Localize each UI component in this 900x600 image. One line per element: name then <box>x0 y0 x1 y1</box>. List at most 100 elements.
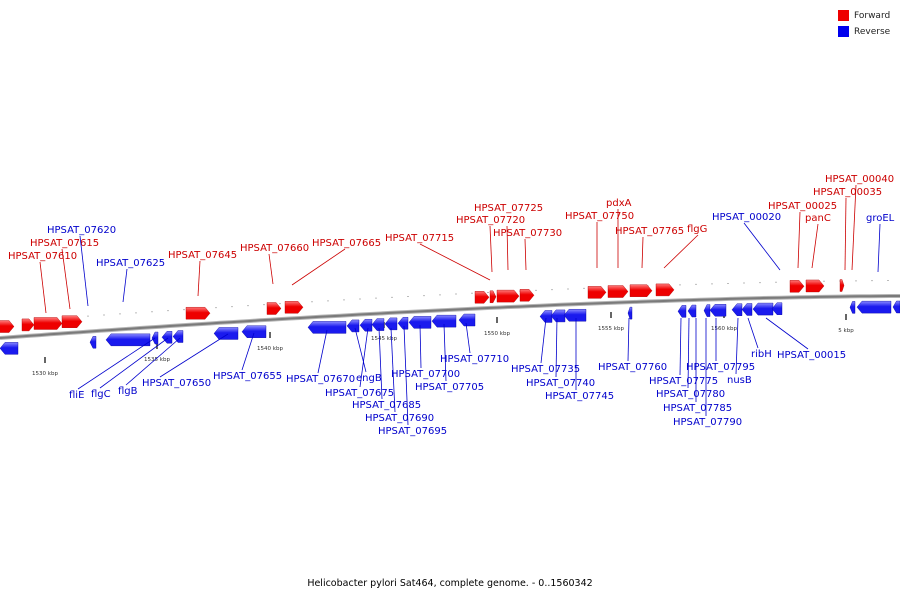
reverse-gene-label[interactable]: HPSAT_07710 <box>440 354 509 365</box>
reverse-gene-arrow[interactable] <box>731 303 743 316</box>
reverse-gene-label[interactable]: nusB <box>727 375 752 386</box>
forward-gene-arrow[interactable] <box>21 318 35 332</box>
reverse-gene-arrow[interactable] <box>687 304 697 318</box>
reverse-gene-arrow[interactable] <box>627 306 633 320</box>
reverse-gene-leader <box>465 322 471 354</box>
forward-gene-label[interactable]: HPSAT_00040 <box>825 174 894 185</box>
forward-gene-arrow[interactable] <box>519 289 535 302</box>
reverse-gene-label[interactable]: HPSAT_07745 <box>545 391 614 402</box>
reverse-gene-arrow[interactable] <box>384 317 398 331</box>
forward-gene-arrow[interactable] <box>496 289 520 303</box>
reverse-gene-label[interactable]: flgC <box>91 389 111 400</box>
reverse-gene-arrow[interactable] <box>359 319 373 332</box>
reverse-gene-arrow[interactable] <box>0 342 19 355</box>
forward-gene-label[interactable]: HPSAT_07730 <box>493 228 562 239</box>
reverse-gene-arrow[interactable] <box>703 304 711 317</box>
forward-gene-label[interactable]: panC <box>805 213 831 224</box>
forward-gene-label[interactable]: HPSAT_07720 <box>456 215 525 226</box>
reverse-gene-arrow[interactable] <box>408 316 432 329</box>
reverse-gene-label[interactable]: fliE <box>69 390 84 401</box>
reverse-gene-label[interactable]: ribH <box>751 349 772 360</box>
forward-gene-arrow[interactable] <box>474 291 490 304</box>
reverse-gene-label[interactable]: HPSAT_00015 <box>777 350 846 361</box>
reverse-gene-label[interactable]: HPSAT_07790 <box>673 417 742 428</box>
legend-item-forward[interactable]: Forward <box>838 8 900 23</box>
reverse-gene-label[interactable]: HPSAT_07795 <box>686 362 755 373</box>
reverse-gene-label[interactable]: HPSAT_07735 <box>511 364 580 375</box>
forward-gene-arrow[interactable] <box>607 285 629 298</box>
reverse-gene-arrow[interactable] <box>213 327 239 340</box>
reverse-gene-label[interactable]: HPSAT_07650 <box>142 378 211 389</box>
reverse-gene-arrow[interactable] <box>397 317 409 330</box>
forward-gene-arrow[interactable] <box>284 301 304 314</box>
reverse-gene-arrow[interactable] <box>563 309 587 322</box>
reverse-gene-label[interactable]: HPSAT_07760 <box>598 362 667 373</box>
reverse-gene-arrow[interactable] <box>371 318 385 331</box>
reverse-gene-arrow[interactable] <box>458 313 476 327</box>
forward-gene-label[interactable]: HPSAT_00025 <box>768 201 837 212</box>
forward-gene-label[interactable]: flgG <box>687 224 707 235</box>
reverse-gene-arrow[interactable] <box>849 301 856 314</box>
reverse-gene-label[interactable]: HPSAT_00020 <box>712 212 781 223</box>
forward-gene-label[interactable]: HPSAT_00035 <box>813 187 882 198</box>
forward-gene-arrow[interactable] <box>789 280 805 293</box>
forward-gene-arrow[interactable] <box>629 284 653 297</box>
reverse-gene-label[interactable]: HPSAT_07685 <box>352 400 421 411</box>
reverse-gene-label[interactable]: HPSAT_07705 <box>415 382 484 393</box>
forward-gene-arrow[interactable] <box>805 279 825 293</box>
reverse-gene-label[interactable]: HPSAT_07740 <box>526 378 595 389</box>
forward-gene-label[interactable]: HPSAT_07765 <box>615 226 684 237</box>
forward-gene-label[interactable]: HPSAT_07750 <box>565 211 634 222</box>
forward-gene-arrow[interactable] <box>489 290 497 303</box>
reverse-gene-label[interactable]: groEL <box>866 213 895 224</box>
reverse-gene-label[interactable]: HPSAT_07700 <box>391 369 460 380</box>
reverse-gene-label[interactable]: HPSAT_07620 <box>47 225 116 236</box>
reverse-gene-arrow[interactable] <box>307 321 347 334</box>
reverse-gene-arrow[interactable] <box>709 304 727 317</box>
forward-gene-arrow[interactable] <box>33 317 63 330</box>
reverse-gene-label[interactable]: HPSAT_07690 <box>365 413 434 424</box>
forward-gene-label[interactable]: HPSAT_07725 <box>474 203 543 214</box>
forward-gene-arrow[interactable] <box>266 302 282 315</box>
reverse-gene-arrow[interactable] <box>539 310 553 323</box>
reverse-gene-arrow[interactable] <box>752 302 774 316</box>
reverse-gene-label[interactable]: HPSAT_07780 <box>656 389 725 400</box>
reverse-gene-leader <box>403 325 409 426</box>
reverse-gene-label[interactable]: HPSAT_07675 <box>325 388 394 399</box>
reverse-gene-arrow[interactable] <box>892 300 900 314</box>
reverse-gene-label[interactable]: HPSAT_07695 <box>378 426 447 437</box>
reverse-gene-leader <box>679 317 682 376</box>
reverse-gene-arrow[interactable] <box>172 330 184 343</box>
forward-gene-label[interactable]: pdxA <box>606 198 632 209</box>
reverse-gene-label[interactable]: HPSAT_07670 <box>286 374 355 385</box>
forward-gene-arrow[interactable] <box>839 279 845 292</box>
reverse-gene-arrow[interactable] <box>241 325 267 338</box>
reverse-gene-arrow[interactable] <box>89 336 97 349</box>
reverse-gene-arrow[interactable] <box>741 303 753 316</box>
forward-gene-label[interactable]: HPSAT_07715 <box>385 233 454 244</box>
forward-gene-arrow[interactable] <box>0 320 15 333</box>
reverse-gene-arrow[interactable] <box>346 319 360 333</box>
reverse-gene-arrow[interactable] <box>105 333 151 347</box>
forward-gene-label[interactable]: HPSAT_07610 <box>8 251 77 262</box>
reverse-gene-arrow[interactable] <box>771 302 783 315</box>
reverse-gene-arrow[interactable] <box>550 309 566 323</box>
forward-gene-arrow[interactable] <box>61 315 83 328</box>
reverse-gene-label[interactable]: HPSAT_07785 <box>663 403 732 414</box>
reverse-gene-label[interactable]: flgB <box>118 386 138 397</box>
reverse-gene-arrow[interactable] <box>431 314 457 328</box>
reverse-gene-label[interactable]: HPSAT_07655 <box>213 371 282 382</box>
forward-gene-arrow[interactable] <box>185 307 211 320</box>
reverse-gene-arrow[interactable] <box>856 300 892 314</box>
legend-item-reverse[interactable]: Reverse <box>838 24 900 39</box>
forward-gene-label[interactable]: HPSAT_07645 <box>168 250 237 261</box>
reverse-gene-label[interactable]: HPSAT_07775 <box>649 376 718 387</box>
forward-gene-label[interactable]: HPSAT_07665 <box>312 238 381 249</box>
reverse-gene-arrow[interactable] <box>677 305 687 318</box>
reverse-gene-label[interactable]: HPSAT_07625 <box>96 258 165 269</box>
forward-gene-label[interactable]: HPSAT_07660 <box>240 243 309 254</box>
forward-gene-arrow[interactable] <box>587 286 607 299</box>
forward-gene-label[interactable]: HPSAT_07615 <box>30 238 99 249</box>
forward-gene-arrow[interactable] <box>655 283 675 297</box>
reverse-gene-label[interactable]: engB <box>356 373 382 384</box>
